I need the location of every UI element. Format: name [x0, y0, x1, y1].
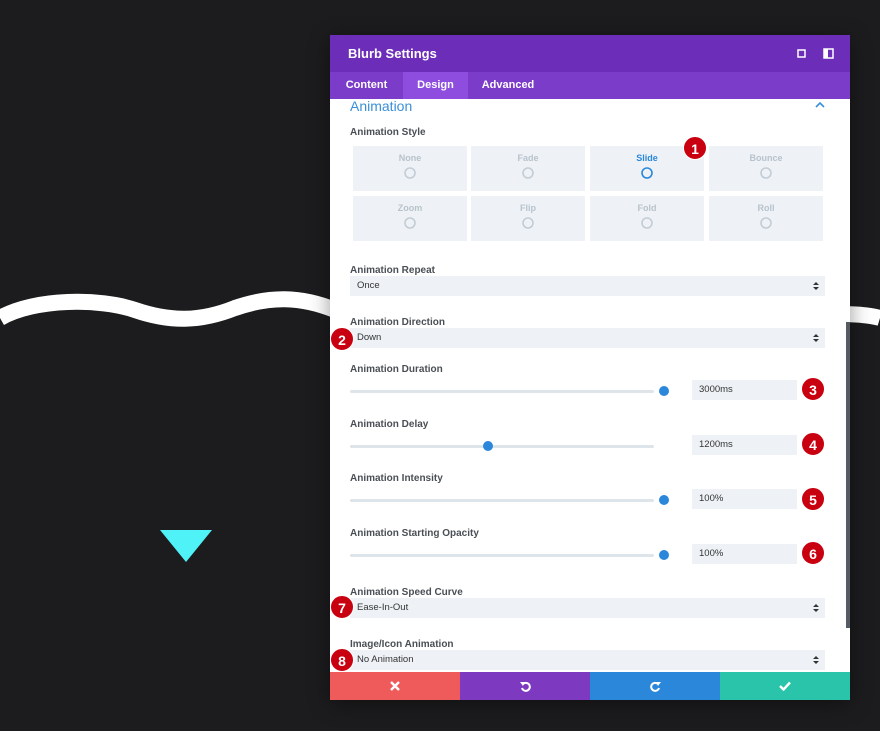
tab-bar: Content Design Advanced [330, 72, 850, 99]
tab-active[interactable]: Design [403, 72, 468, 99]
scrollbar [846, 322, 850, 628]
select-arrow [813, 604, 819, 612]
callout-badge: 1 [683, 136, 707, 160]
style-option[interactable]: Fold [590, 196, 704, 241]
expand-icon[interactable] [796, 48, 807, 59]
select[interactable]: No Animation [350, 650, 825, 670]
select-value: No Animation [357, 654, 414, 665]
slider-track[interactable] [350, 386, 669, 396]
option-label: Fade [517, 153, 539, 163]
field-label: Animation Style [350, 127, 426, 138]
slider-track[interactable] [350, 495, 669, 505]
select-value: Down [357, 332, 382, 343]
field-label: Animation Intensity [350, 473, 443, 484]
sidebar-icon[interactable] [823, 48, 834, 59]
select-arrow [813, 334, 819, 342]
modal-title: Blurb Settings [348, 46, 437, 61]
style-option[interactable]: Bounce [709, 146, 823, 191]
triangle [160, 530, 212, 562]
select-value: Ease-In-Out [357, 602, 409, 613]
select[interactable]: Once [350, 276, 825, 296]
option-label: Bounce [749, 153, 783, 163]
field-label: Animation Speed Curve [350, 587, 463, 598]
undo-button[interactable] [460, 672, 590, 700]
option-label: Roll [757, 203, 775, 213]
select[interactable]: Down [350, 328, 825, 348]
cancel-button[interactable] [330, 672, 460, 700]
callout-badge: 7 [330, 595, 354, 619]
select[interactable]: Ease-In-Out [350, 598, 825, 618]
input-value: 1200ms [699, 439, 733, 450]
field-label: Animation Duration [350, 364, 443, 375]
field-label: Animation Repeat [350, 265, 436, 276]
callout-badge: 5 [801, 487, 825, 511]
input-value: 100% [699, 548, 724, 559]
select-value: Once [357, 280, 380, 291]
save-button[interactable] [720, 672, 850, 700]
option-icon [522, 217, 534, 229]
callout-badge: 6 [801, 541, 825, 565]
select-arrow [813, 282, 819, 290]
tab[interactable]: Content [345, 79, 388, 91]
callout-badge: 2 [330, 327, 354, 351]
field-label: Image/Icon Animation [350, 639, 454, 650]
slider-handle[interactable] [483, 441, 493, 451]
option-icon [641, 167, 653, 179]
select-arrow [813, 656, 819, 664]
option-icon [760, 217, 772, 229]
option-label: Zoom [397, 203, 423, 213]
style-option[interactable]: Zoom [353, 196, 467, 241]
slider-handle[interactable] [659, 550, 669, 560]
style-option[interactable]: Roll [709, 196, 823, 241]
slider-handle[interactable] [659, 386, 669, 396]
tab[interactable]: Advanced [481, 79, 535, 91]
modal-header: Blurb Settings [330, 35, 850, 72]
callout-badge: 4 [801, 432, 825, 456]
number-input[interactable]: 100% [692, 489, 797, 509]
option-icon [404, 167, 416, 179]
number-input[interactable]: 3000ms [692, 380, 797, 400]
input-value: 100% [699, 493, 724, 504]
field-label: Animation Direction [350, 317, 446, 328]
style-option[interactable]: Flip [471, 196, 585, 241]
settings-modal: Blurb Settings Content Design Advanced A… [330, 35, 850, 700]
slider-track[interactable] [350, 550, 669, 560]
slider-handle[interactable] [659, 495, 669, 505]
redo-button[interactable] [590, 672, 720, 700]
section-title[interactable]: Animation [350, 98, 413, 114]
callout-badge: 3 [801, 377, 825, 401]
option-label: Slide [636, 153, 658, 163]
input-value: 3000ms [699, 384, 733, 395]
option-label: Fold [637, 203, 657, 213]
slider-track[interactable] [350, 441, 654, 451]
option-icon [760, 167, 772, 179]
field-label: Animation Delay [350, 419, 429, 430]
option-label: None [398, 153, 422, 163]
callout-badge: 8 [330, 648, 354, 672]
option-icon [641, 217, 653, 229]
option-label: Flip [520, 203, 536, 213]
style-option[interactable]: None [353, 146, 467, 191]
number-input[interactable]: 100% [692, 544, 797, 564]
number-input[interactable]: 1200ms [692, 435, 797, 455]
option-icon [522, 167, 534, 179]
style-option[interactable]: Fade [471, 146, 585, 191]
field-label: Animation Starting Opacity [350, 528, 479, 539]
collapse-icon[interactable] [815, 101, 825, 109]
option-icon [404, 217, 416, 229]
